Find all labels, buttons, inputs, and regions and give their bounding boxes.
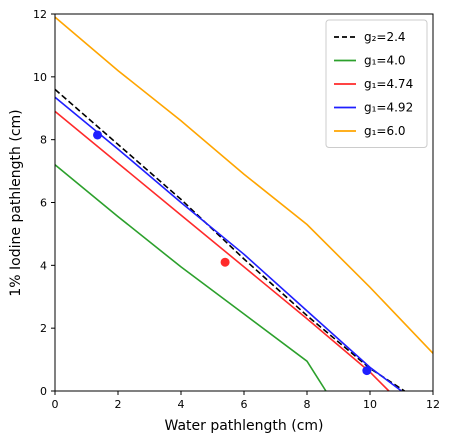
legend-label-4: g₁=6.0	[364, 124, 406, 138]
marker-point-2	[362, 366, 372, 376]
y-tick-label: 2	[40, 322, 47, 335]
marker-point-1	[220, 257, 230, 267]
y-tick-label: 0	[40, 385, 47, 398]
x-axis-label: Water pathlength (cm)	[165, 418, 324, 434]
x-tick-label: 12	[426, 398, 440, 411]
legend-label-1: g₁=4.0	[364, 54, 406, 68]
x-tick-label: 6	[241, 398, 248, 411]
x-tick-label: 2	[115, 398, 122, 411]
series-line-4	[54, 16, 434, 354]
marker-point-0	[93, 130, 103, 140]
points-layer	[93, 130, 372, 376]
y-axis-label: 1% Iodine pathlength (cm)	[8, 109, 24, 296]
y-tick-label: 8	[40, 134, 47, 147]
legend-label-0: g₂=2.4	[364, 30, 406, 44]
legend: g₂=2.4 g₁=4.0 g₁=4.74 g₁=4.92 g₁=6.0	[325, 19, 428, 148]
x-tick-label: 0	[52, 398, 59, 411]
y-tick-label: 6	[40, 197, 47, 210]
x-tick-label: 10	[363, 398, 377, 411]
legend-label-2: g₁=4.74	[364, 77, 413, 91]
y-tick-label: 12	[33, 8, 47, 21]
series-line-1	[54, 164, 327, 392]
legend-label-3: g₁=4.92	[364, 101, 413, 115]
axes-layer: 0 2 4 6 8 10 12 0 2 4 6 8 10 12	[33, 8, 440, 411]
y-tick-label: 4	[40, 259, 47, 272]
x-tick-label: 8	[304, 398, 311, 411]
x-tick-label: 4	[178, 398, 185, 411]
legend-box	[325, 19, 428, 148]
y-tick-label: 10	[33, 71, 47, 84]
series-line-0	[54, 88, 406, 392]
